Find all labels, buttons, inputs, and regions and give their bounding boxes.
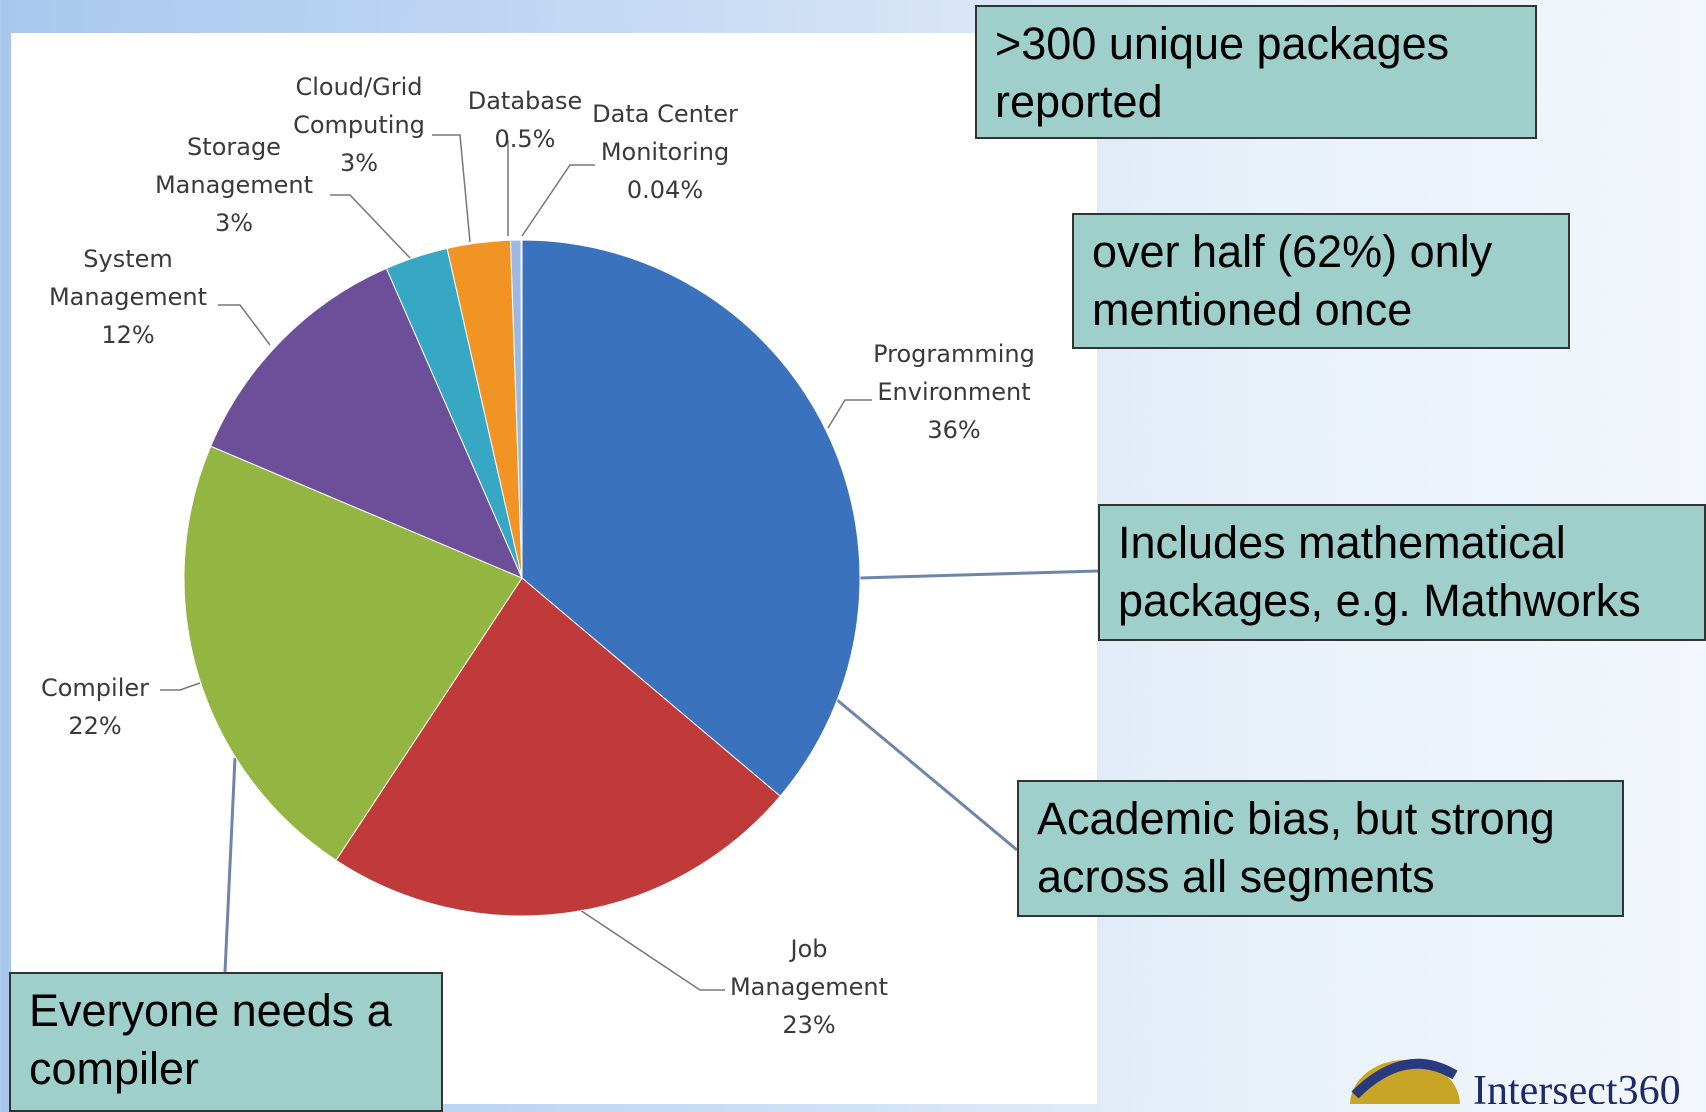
annotation: Includes mathematical packages, e.g. Mat… [1098, 504, 1706, 641]
pie-slice [183, 445, 523, 861]
annotation: over half (62%) only mentioned once [1072, 213, 1570, 349]
annotation: Academic bias, but strong across all seg… [1017, 780, 1624, 917]
callout-lines [223, 569, 1099, 973]
slice-label: Data Center Monitoring 0.04% [580, 95, 750, 209]
pie-slice [521, 239, 861, 797]
category-name: Job Management [729, 935, 889, 1001]
value-label: 12% [101, 321, 155, 349]
pie-slice [335, 577, 781, 917]
category-name: Storage Management [154, 133, 314, 199]
value-label: 0.5% [494, 125, 556, 153]
leader-lines [160, 134, 872, 991]
category-name: Compiler [40, 674, 150, 702]
category-name: Programming Environment [873, 340, 1035, 406]
slice-label: Storage Management 3% [134, 128, 334, 242]
pie [183, 239, 861, 917]
logo-text: Intersect360 [1473, 1068, 1681, 1104]
slice-label: Database 0.5% [455, 82, 595, 158]
category-name: Database [467, 87, 583, 115]
value-label: 23% [782, 1011, 836, 1039]
slice-label: Compiler 22% [25, 669, 165, 745]
pie-slice [210, 267, 523, 579]
logo: Intersect360 [1345, 1055, 1706, 1104]
value-label: 0.04% [626, 176, 704, 204]
logo-mark [1350, 1058, 1460, 1104]
value-label: 36% [927, 416, 981, 444]
value-label: 22% [68, 712, 122, 740]
slice-label: Job Management 23% [714, 930, 904, 1044]
annotation: >300 unique packages reported [975, 5, 1537, 139]
slice-label: Programming Environment 36% [859, 335, 1049, 449]
category-name: System Management [48, 245, 208, 311]
slice-label: System Management 12% [28, 240, 228, 354]
value-label: 3% [214, 209, 254, 237]
category-name: Data Center Monitoring [592, 100, 738, 166]
slice-label: Cloud/Grid Computing 3% [279, 68, 439, 182]
category-name: Cloud/Grid Computing [293, 73, 425, 139]
pie-slice [520, 239, 523, 579]
annotation: Everyone needs a compiler [9, 972, 443, 1112]
value-label: 3% [339, 149, 379, 177]
